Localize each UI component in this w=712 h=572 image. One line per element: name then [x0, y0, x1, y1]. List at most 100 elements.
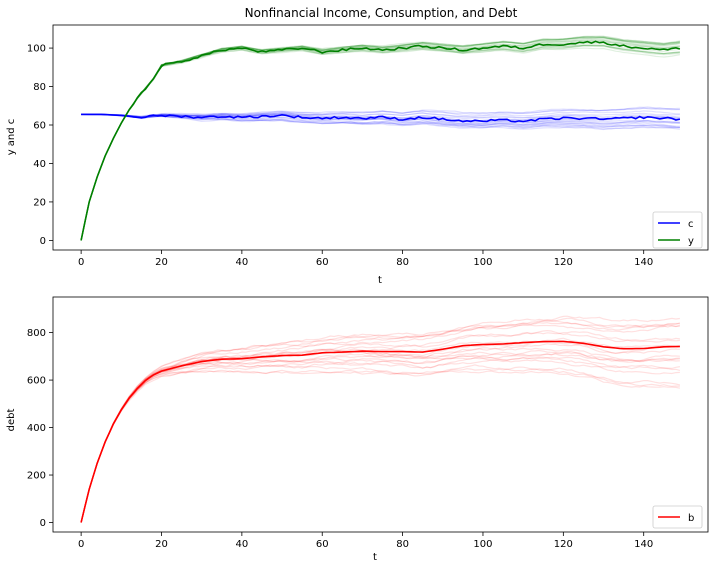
- ensemble-path-c: [81, 107, 680, 118]
- y-tick-label: 0: [40, 236, 46, 247]
- x-tick-label: 0: [78, 257, 84, 268]
- x-tick-label: 20: [155, 539, 168, 550]
- bottom-plot-frame: [52, 296, 709, 533]
- ensemble-path-b: [80, 315, 680, 523]
- x-tick-label: 100: [473, 539, 492, 550]
- ensemble-path-y: [80, 36, 680, 241]
- ensemble-path-y: [80, 35, 681, 241]
- top-panel: Nonfinancial Income, Consumption, and De…: [6, 6, 709, 286]
- ensemble-path-c: [81, 113, 680, 122]
- ensemble-path-c: [81, 113, 680, 126]
- x-tick-label: 60: [316, 257, 329, 268]
- bottom-y-axis-label: debt: [6, 409, 17, 432]
- ensemble-path-b: [80, 351, 680, 523]
- x-tick-label: 40: [235, 257, 248, 268]
- y-tick-label: 40: [33, 159, 46, 170]
- ensemble-path-y: [80, 41, 680, 241]
- y-tick-label: 60: [33, 121, 46, 132]
- chart-title: Nonfinancial Income, Consumption, and De…: [245, 6, 518, 20]
- bottom-x-axis-label: t: [373, 552, 377, 563]
- ensemble-path-y: [80, 44, 680, 241]
- ensemble-path-b: [80, 343, 680, 523]
- ensemble-path-c: [81, 106, 680, 118]
- ensemble-path-b: [80, 364, 680, 523]
- bottom-series: [80, 340, 680, 523]
- ensemble-path-y: [80, 35, 681, 241]
- top-x-axis-label: t: [378, 275, 382, 286]
- series-line-y: [80, 40, 681, 241]
- y-tick-label: 400: [27, 423, 46, 434]
- ensemble-path-y: [80, 40, 680, 241]
- bottom-ensemble: [80, 315, 681, 523]
- y-tick-label: 20: [33, 197, 46, 208]
- top-series: [80, 40, 681, 241]
- ensemble-path-y: [80, 36, 680, 241]
- top-plot-frame: [52, 24, 709, 251]
- y-tick-label: 100: [27, 44, 46, 55]
- ensemble-path-y: [80, 44, 680, 241]
- ensemble-path-y: [80, 38, 681, 241]
- x-tick-label: 80: [396, 257, 409, 268]
- ensemble-path-y: [80, 44, 680, 241]
- x-tick-label: 60: [316, 539, 329, 550]
- legend-label-y: y: [688, 236, 694, 247]
- ensemble-path-b: [80, 364, 681, 523]
- ensemble-path-y: [80, 37, 680, 241]
- x-tick-label: 100: [473, 257, 492, 268]
- series-line-c: [81, 113, 681, 123]
- x-tick-label: 140: [634, 257, 653, 268]
- ensemble-path-c: [81, 111, 680, 119]
- ensemble-path-b: [80, 322, 680, 523]
- ensemble-path-y: [80, 35, 680, 241]
- y-tick-label: 0: [40, 518, 46, 529]
- x-tick-label: 20: [155, 257, 168, 268]
- ensemble-path-b: [80, 337, 680, 523]
- top-legend: c y: [652, 211, 703, 249]
- ensemble-path-b: [80, 351, 680, 523]
- legend-label-c: c: [688, 219, 694, 230]
- x-tick-label: 0: [78, 539, 84, 550]
- ensemble-path-b: [80, 324, 681, 523]
- ensemble-path-c: [81, 107, 680, 117]
- x-tick-label: 80: [396, 539, 409, 550]
- ensemble-path-b: [80, 331, 680, 523]
- ensemble-path-y: [80, 36, 681, 241]
- ensemble-path-b: [80, 357, 680, 523]
- ensemble-path-y: [80, 37, 681, 241]
- ensemble-path-y: [80, 42, 680, 241]
- ensemble-path-y: [80, 47, 681, 241]
- y-tick-label: 80: [33, 82, 46, 93]
- ensemble-path-c: [81, 113, 680, 130]
- ensemble-path-y: [80, 39, 680, 241]
- ensemble-path-b: [80, 317, 680, 523]
- ensemble-path-c: [81, 110, 680, 118]
- top-legend-box: [652, 211, 703, 249]
- x-tick-label: 120: [554, 539, 573, 550]
- ensemble-path-b: [80, 320, 681, 523]
- ensemble-path-b: [80, 369, 681, 523]
- x-tick-label: 140: [634, 539, 653, 550]
- bottom-y-ticks: 0 200 400 600 800: [27, 328, 53, 529]
- series-line-b: [80, 340, 680, 523]
- bottom-legend: b: [652, 505, 703, 529]
- bottom-x-ticks: 0 20 40 60 80 100 120 140: [78, 532, 653, 550]
- top-y-ticks: 0 20 40 60 80 100: [27, 44, 53, 247]
- top-x-ticks: 0 20 40 60 80 100 120 140: [78, 250, 653, 268]
- x-tick-label: 40: [235, 539, 248, 550]
- ensemble-path-y: [80, 44, 680, 241]
- ensemble-path-b: [80, 329, 680, 523]
- x-tick-label: 120: [554, 257, 573, 268]
- ensemble-path-b: [80, 357, 681, 523]
- ensemble-path-y: [80, 45, 680, 241]
- ensemble-path-b: [80, 356, 681, 523]
- ensemble-path-y: [80, 39, 680, 241]
- y-tick-label: 800: [27, 328, 46, 339]
- top-y-axis-label: y and c: [6, 119, 17, 156]
- ensemble-path-c: [81, 113, 680, 123]
- legend-label-b: b: [688, 513, 694, 524]
- top-ensemble: [80, 35, 681, 241]
- y-tick-label: 600: [27, 376, 46, 387]
- y-tick-label: 200: [27, 471, 46, 482]
